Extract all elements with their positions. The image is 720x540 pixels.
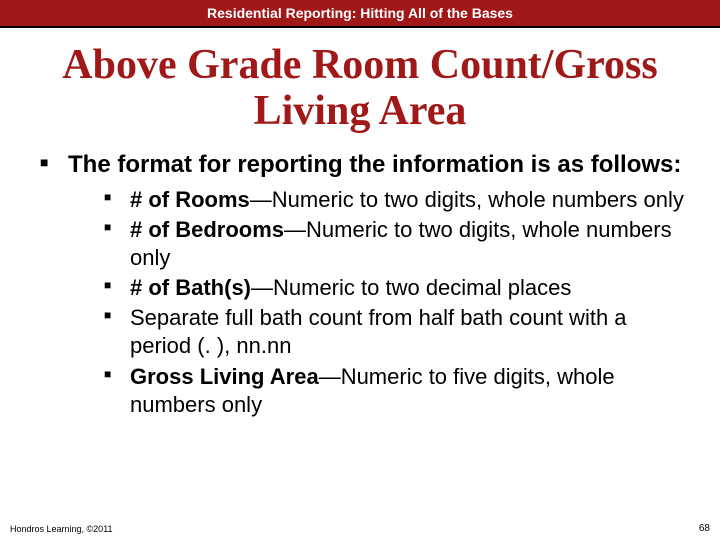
sub-bullet-bold: # of Bedrooms xyxy=(130,217,284,242)
sub-bullet-text: Separate full bath count from half bath … xyxy=(130,305,627,358)
sub-bullet-item: # of Bedrooms—Numeric to two digits, who… xyxy=(104,216,690,272)
footer-copyright: Hondros Learning, ©2011 xyxy=(10,524,113,534)
sub-bullet-item: Gross Living Area—Numeric to five digits… xyxy=(104,363,690,419)
footer-page-number: 68 xyxy=(699,523,710,534)
sub-bullet-bold: # of Bath(s) xyxy=(130,275,251,300)
sub-bullet-rest: —Numeric to two decimal places xyxy=(251,275,571,300)
sub-bullet-rest: —Numeric to two digits, whole numbers on… xyxy=(250,187,684,212)
sub-bullet-item: # of Bath(s)—Numeric to two decimal plac… xyxy=(104,274,690,302)
sub-bullet-list: # of Rooms—Numeric to two digits, whole … xyxy=(68,180,690,419)
main-bullet-list: The format for reporting the information… xyxy=(0,150,720,419)
main-bullet-text: The format for reporting the information… xyxy=(68,151,681,178)
sub-bullet-bold: # of Rooms xyxy=(130,187,250,212)
main-bullet-item: The format for reporting the information… xyxy=(40,150,690,419)
slide-header-text: Residential Reporting: Hitting All of th… xyxy=(207,5,513,21)
slide-title: Above Grade Room Count/Gross Living Area xyxy=(0,28,720,150)
sub-bullet-item: Separate full bath count from half bath … xyxy=(104,304,690,360)
slide-header-bar: Residential Reporting: Hitting All of th… xyxy=(0,0,720,28)
sub-bullet-bold: Gross Living Area xyxy=(130,364,319,389)
sub-bullet-item: # of Rooms—Numeric to two digits, whole … xyxy=(104,186,690,214)
